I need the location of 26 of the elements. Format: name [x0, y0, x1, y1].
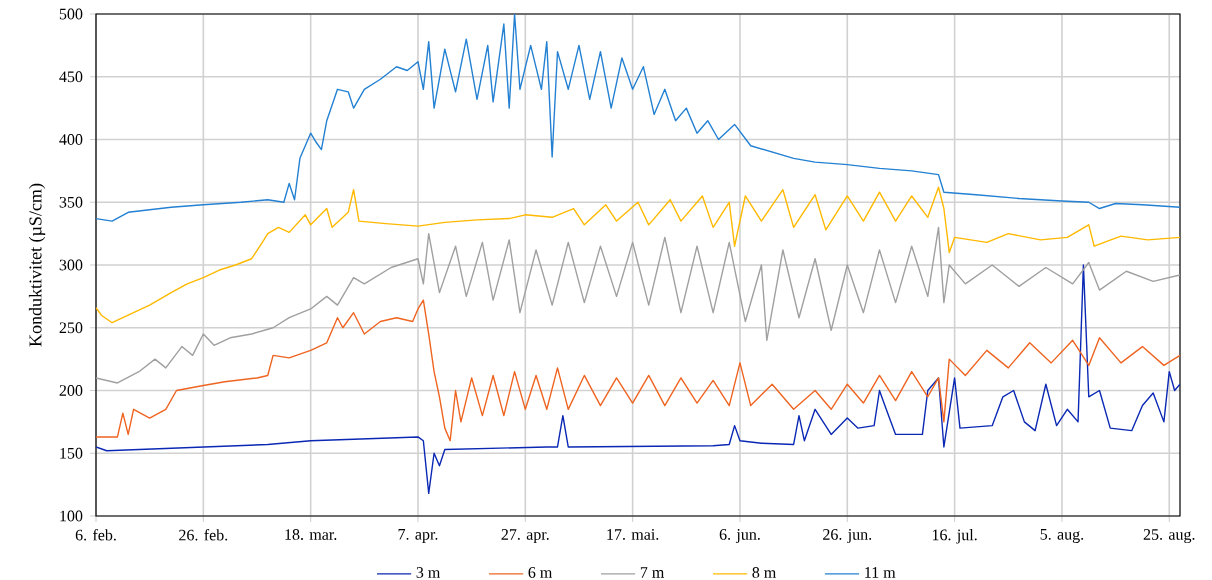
- x-tick-label: 5. aug.: [1040, 529, 1084, 543]
- x-tick-label: 16. jul.: [932, 529, 977, 544]
- y-axis-title: Konduktivitet (µS/cm): [28, 183, 46, 347]
- x-tick-label: 6. jun.: [719, 529, 760, 544]
- y-tick-label: 200: [59, 385, 83, 396]
- y-tick-label: 300: [59, 259, 83, 271]
- y-tick-label: 350: [59, 196, 83, 208]
- legend-label: 3 m: [416, 567, 441, 578]
- y-tick-label: 450: [59, 71, 83, 83]
- x-tick-label: 25. aug.: [1143, 529, 1195, 544]
- x-tick-label: 7. apr.: [398, 529, 438, 543]
- x-tick-label: 18. mar.: [285, 529, 337, 540]
- y-tick-label: 400: [59, 134, 83, 145]
- legend-label: 11 m: [865, 567, 896, 578]
- y-tick-label: 150: [60, 447, 83, 459]
- legend-label: 8 m: [752, 567, 777, 578]
- x-tick-label: 26. jun.: [823, 529, 872, 544]
- y-tick-label: 500: [59, 8, 83, 20]
- x-tick-label: 27. apr.: [501, 529, 549, 544]
- x-tick-label: 17. mai.: [607, 529, 659, 540]
- y-tick-label: 100: [60, 510, 83, 522]
- x-tick-label: 6. feb.: [75, 529, 116, 541]
- x-tick-label: 26. feb.: [179, 529, 228, 541]
- legend-label: 6 m: [528, 567, 553, 578]
- y-tick-label: 250: [59, 322, 83, 334]
- legend-label: 7 m: [640, 567, 665, 578]
